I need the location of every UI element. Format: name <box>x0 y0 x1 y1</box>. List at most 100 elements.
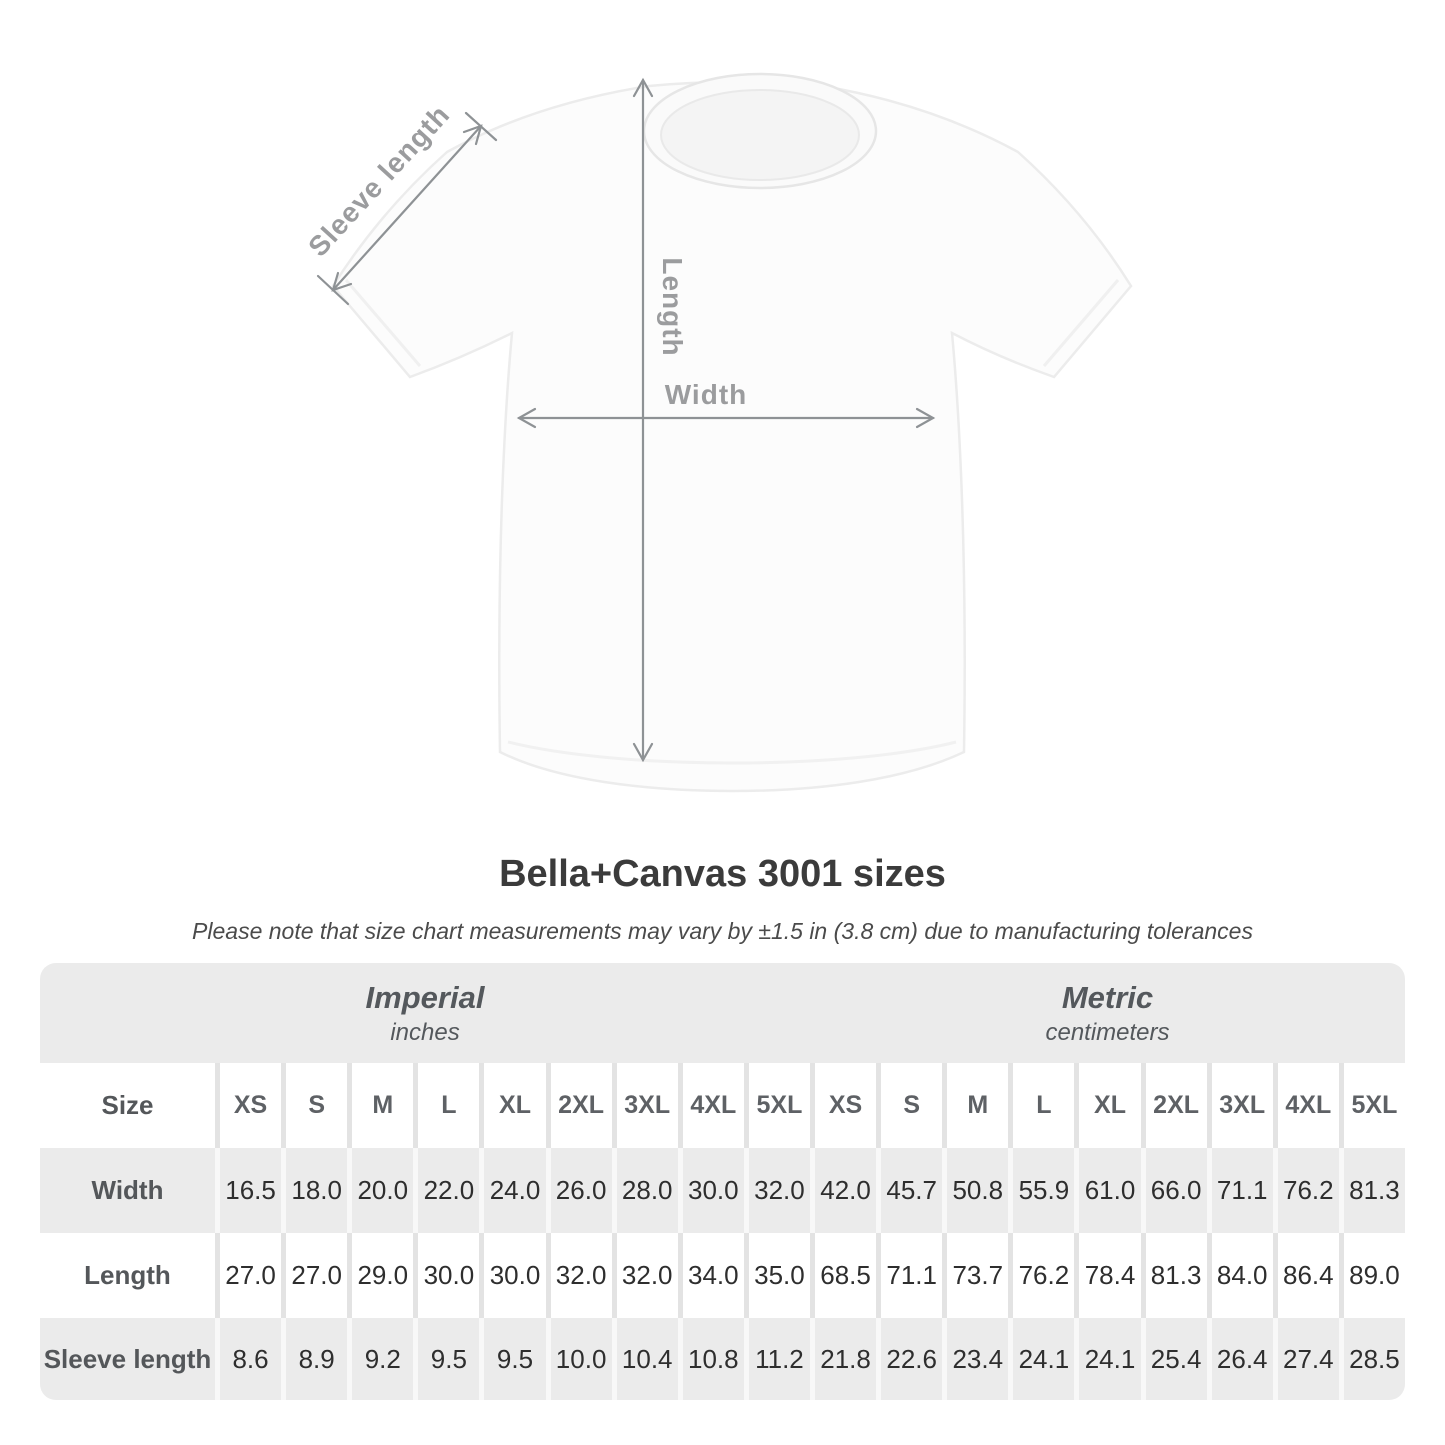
length-imperial-value: 30.0 <box>418 1233 480 1318</box>
sleeve-metric-value: 28.5 <box>1343 1318 1405 1400</box>
length-metric-value: 73.7 <box>947 1233 1009 1318</box>
metric-label: Metric <box>1061 979 1154 1015</box>
sleeve-metric-value: 26.4 <box>1211 1318 1273 1400</box>
length-metric-value: 68.5 <box>814 1233 877 1318</box>
imperial-label: Imperial <box>365 979 485 1015</box>
metric-header: Metric centimeters <box>810 963 1405 1063</box>
width-metric-value: 61.0 <box>1079 1148 1141 1233</box>
length-metric-value: 84.0 <box>1211 1233 1273 1318</box>
length-metric-value: 71.1 <box>881 1233 943 1318</box>
width-metric-value: 42.0 <box>814 1148 877 1233</box>
size-column-header: 4XL <box>682 1063 744 1148</box>
sleeve-metric-value: 22.6 <box>881 1318 943 1400</box>
size-column-header: XL <box>484 1063 546 1148</box>
table-row-sleeve-length: Sleeve length 8.6 8.9 9.2 9.5 9.5 10.0 10.4 10.… <box>40 1318 1405 1400</box>
width-metric-value: 45.7 <box>881 1148 943 1233</box>
size-column-header: 5XL <box>1343 1063 1405 1148</box>
sleeve-metric-value: 23.4 <box>947 1318 1009 1400</box>
width-imperial-value: 32.0 <box>748 1148 810 1233</box>
size-column-header: XS <box>814 1063 877 1148</box>
width-arrow <box>516 407 936 429</box>
size-column-header: M <box>947 1063 1009 1148</box>
width-metric-value: 81.3 <box>1343 1148 1405 1233</box>
tshirt-measure-illustration: Sleeve length Length Width <box>302 72 1133 793</box>
length-imperial-value: 35.0 <box>748 1233 810 1318</box>
width-imperial-value: 28.0 <box>616 1148 678 1233</box>
length-imperial-value: 32.0 <box>550 1233 612 1318</box>
tolerance-note: Please note that size chart measurements… <box>192 918 1253 944</box>
metric-unit: centimeters <box>1045 1018 1170 1046</box>
unit-header-row: Imperial inches Metric centimeters <box>40 963 1405 1063</box>
imperial-unit: inches <box>390 1018 460 1046</box>
length-metric-value: 76.2 <box>1013 1233 1075 1318</box>
sleeve-imperial-value: 10.4 <box>616 1318 678 1400</box>
length-imperial-value: 29.0 <box>352 1233 414 1318</box>
width-metric-value: 71.1 <box>1211 1148 1273 1233</box>
length-label: Length <box>657 257 688 356</box>
sleeve-imperial-value: 10.8 <box>682 1318 744 1400</box>
sleeve-metric-value: 24.1 <box>1013 1318 1075 1400</box>
length-metric-value: 86.4 <box>1277 1233 1339 1318</box>
width-imperial-value: 22.0 <box>418 1148 480 1233</box>
size-column-header: L <box>418 1063 480 1148</box>
size-column-header: 3XL <box>616 1063 678 1148</box>
table-row-width: Width 16.5 18.0 20.0 22.0 24.0 26.0 28.0 30.0 32… <box>40 1148 1405 1233</box>
length-imperial-value: 30.0 <box>484 1233 546 1318</box>
size-column-header: S <box>286 1063 348 1148</box>
table-row-length: Length 27.0 27.0 29.0 30.0 30.0 32.0 32.0 34.0 3… <box>40 1233 1405 1318</box>
width-imperial-value: 18.0 <box>286 1148 348 1233</box>
length-metric-value: 78.4 <box>1079 1233 1141 1318</box>
sleeve-imperial-value: 9.5 <box>484 1318 546 1400</box>
length-metric-value: 89.0 <box>1343 1233 1405 1318</box>
width-label: Width <box>665 379 748 410</box>
size-column-header: M <box>352 1063 414 1148</box>
width-metric-value: 76.2 <box>1277 1148 1339 1233</box>
row-label: Width <box>40 1148 215 1233</box>
size-column-header: XS <box>220 1063 282 1148</box>
size-column-header: 5XL <box>748 1063 810 1148</box>
size-column-header: XL <box>1079 1063 1141 1148</box>
row-label: Sleeve length <box>40 1318 215 1400</box>
sleeve-imperial-value: 10.0 <box>550 1318 612 1400</box>
sleeve-imperial-value: 9.5 <box>418 1318 480 1400</box>
sleeve-length-arrow <box>316 111 498 306</box>
width-imperial-value: 20.0 <box>352 1148 414 1233</box>
size-column-header: 4XL <box>1277 1063 1339 1148</box>
width-metric-value: 66.0 <box>1145 1148 1207 1233</box>
size-column-header: L <box>1013 1063 1075 1148</box>
tshirt-shape <box>331 72 1133 793</box>
width-metric-value: 55.9 <box>1013 1148 1075 1233</box>
size-column-header: S <box>881 1063 943 1148</box>
width-imperial-value: 16.5 <box>220 1148 282 1233</box>
width-imperial-value: 30.0 <box>682 1148 744 1233</box>
measurement-arrows <box>316 77 936 763</box>
size-row-label: Size <box>40 1063 215 1148</box>
page-title: Bella+Canvas 3001 sizes <box>499 853 946 895</box>
width-metric-value: 50.8 <box>947 1148 1009 1233</box>
width-imperial-value: 26.0 <box>550 1148 612 1233</box>
length-imperial-value: 27.0 <box>286 1233 348 1318</box>
sleeve-metric-value: 24.1 <box>1079 1318 1141 1400</box>
sleeve-metric-value: 21.8 <box>814 1318 877 1400</box>
imperial-header: Imperial inches <box>40 963 810 1063</box>
length-imperial-value: 34.0 <box>682 1233 744 1318</box>
row-label: Length <box>40 1233 215 1318</box>
size-table: Imperial inches Metric centimeters Size … <box>40 963 1405 1400</box>
tshirt-illustration-svg: Sleeve length Length Width <box>302 72 1133 793</box>
length-arrow <box>632 77 654 763</box>
length-imperial-value: 27.0 <box>220 1233 282 1318</box>
sleeve-metric-value: 25.4 <box>1145 1318 1207 1400</box>
width-imperial-value: 24.0 <box>484 1148 546 1233</box>
sleeve-metric-value: 27.4 <box>1277 1318 1339 1400</box>
sleeve-imperial-value: 8.9 <box>286 1318 348 1400</box>
length-metric-value: 81.3 <box>1145 1233 1207 1318</box>
length-imperial-value: 32.0 <box>616 1233 678 1318</box>
size-column-header: 3XL <box>1211 1063 1273 1148</box>
size-column-header: 2XL <box>550 1063 612 1148</box>
sleeve-imperial-value: 9.2 <box>352 1318 414 1400</box>
size-column-header: 2XL <box>1145 1063 1207 1148</box>
collar-opening <box>660 89 860 181</box>
sleeve-imperial-value: 8.6 <box>220 1318 282 1400</box>
size-header-row: Size XS S M L XL 2XL 3XL 4XL 5XL XS S M L XL 2XL 3XL 4X… <box>40 1063 1405 1148</box>
